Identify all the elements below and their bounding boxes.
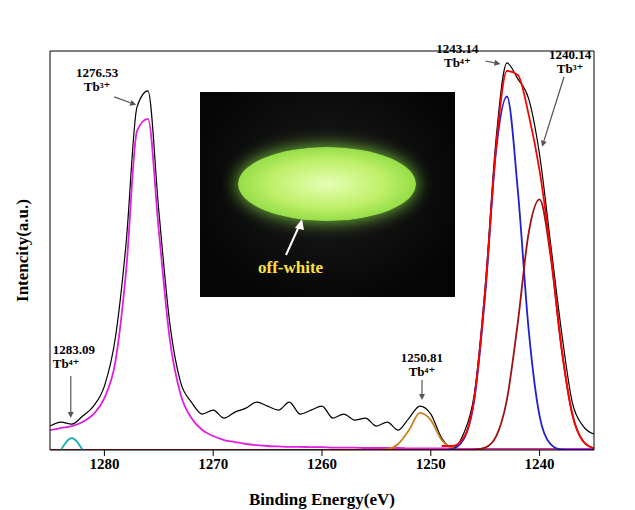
svg-text:1250.81: 1250.81 bbox=[401, 350, 443, 365]
svg-text:1270: 1270 bbox=[198, 456, 228, 472]
svg-text:Intencity(a.u.): Intencity(a.u.) bbox=[13, 199, 32, 302]
svg-text:1240: 1240 bbox=[525, 456, 555, 472]
svg-text:1243.14: 1243.14 bbox=[436, 41, 479, 56]
svg-text:Tb⁴⁺: Tb⁴⁺ bbox=[409, 364, 436, 379]
svg-text:1260: 1260 bbox=[307, 456, 337, 472]
html-text:off-white: off-white bbox=[258, 258, 324, 277]
svg-text:1250: 1250 bbox=[416, 456, 446, 472]
svg-text:1276.53: 1276.53 bbox=[76, 65, 119, 80]
svg-text:Binding Energy(eV): Binding Energy(eV) bbox=[249, 490, 395, 509]
svg-text:Tb³⁺: Tb³⁺ bbox=[84, 79, 111, 94]
svg-text:1240.14: 1240.14 bbox=[549, 47, 592, 62]
svg-text:1283.09: 1283.09 bbox=[53, 342, 96, 357]
svg-text:Tb³⁺: Tb³⁺ bbox=[557, 61, 584, 76]
svg-text:Tb⁴⁺: Tb⁴⁺ bbox=[444, 55, 471, 70]
svg-text:Tb⁴⁺: Tb⁴⁺ bbox=[53, 356, 80, 371]
svg-text:1280: 1280 bbox=[89, 456, 119, 472]
